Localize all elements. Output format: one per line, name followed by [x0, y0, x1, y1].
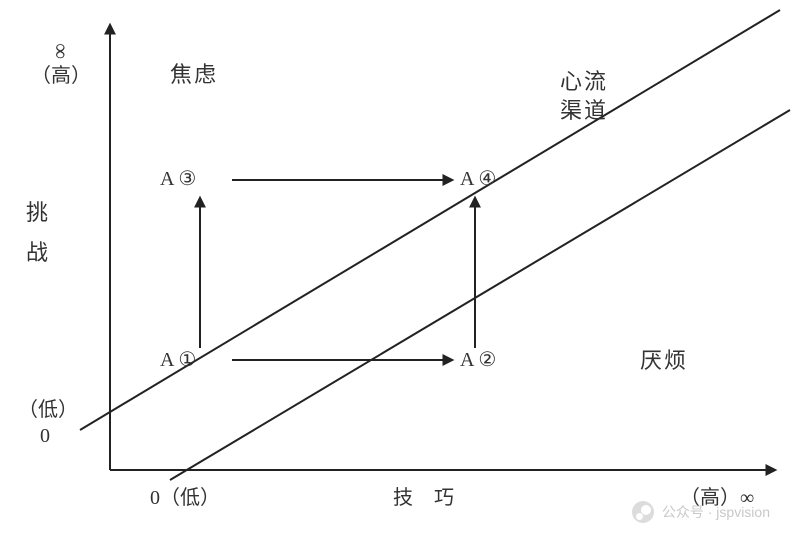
point-a4-label: A ④	[460, 167, 496, 191]
region-flow-label: 心流 渠道	[560, 68, 608, 125]
y-axis-zero-label: 0	[40, 424, 50, 448]
point-a2-label: A ②	[460, 348, 496, 372]
infinity-high-y: ∞	[48, 16, 74, 86]
diagram-svg	[0, 0, 800, 541]
y-axis-name: 挑 战	[26, 200, 50, 267]
point-a1-label: A ①	[160, 348, 196, 372]
flow-diagram: { "diagram": { "type": "conceptual-diagr…	[0, 0, 800, 541]
region-anxiety-label: 焦虑	[170, 62, 218, 88]
watermark: 公众号 · jspvision	[632, 501, 770, 523]
channel-line-lower	[170, 110, 790, 480]
y-axis-high-label: ∞ （高）	[26, 38, 96, 88]
x-axis-zero-low-label: 0（低）	[150, 486, 220, 510]
region-boredom-label: 厌烦	[640, 348, 688, 374]
wechat-icon	[632, 501, 654, 523]
point-a3-label: A ③	[160, 167, 196, 191]
x-axis-name: 技 巧	[393, 486, 462, 510]
watermark-text: 公众号 · jspvision	[662, 504, 770, 520]
y-axis-low-label: （低）	[18, 398, 78, 422]
